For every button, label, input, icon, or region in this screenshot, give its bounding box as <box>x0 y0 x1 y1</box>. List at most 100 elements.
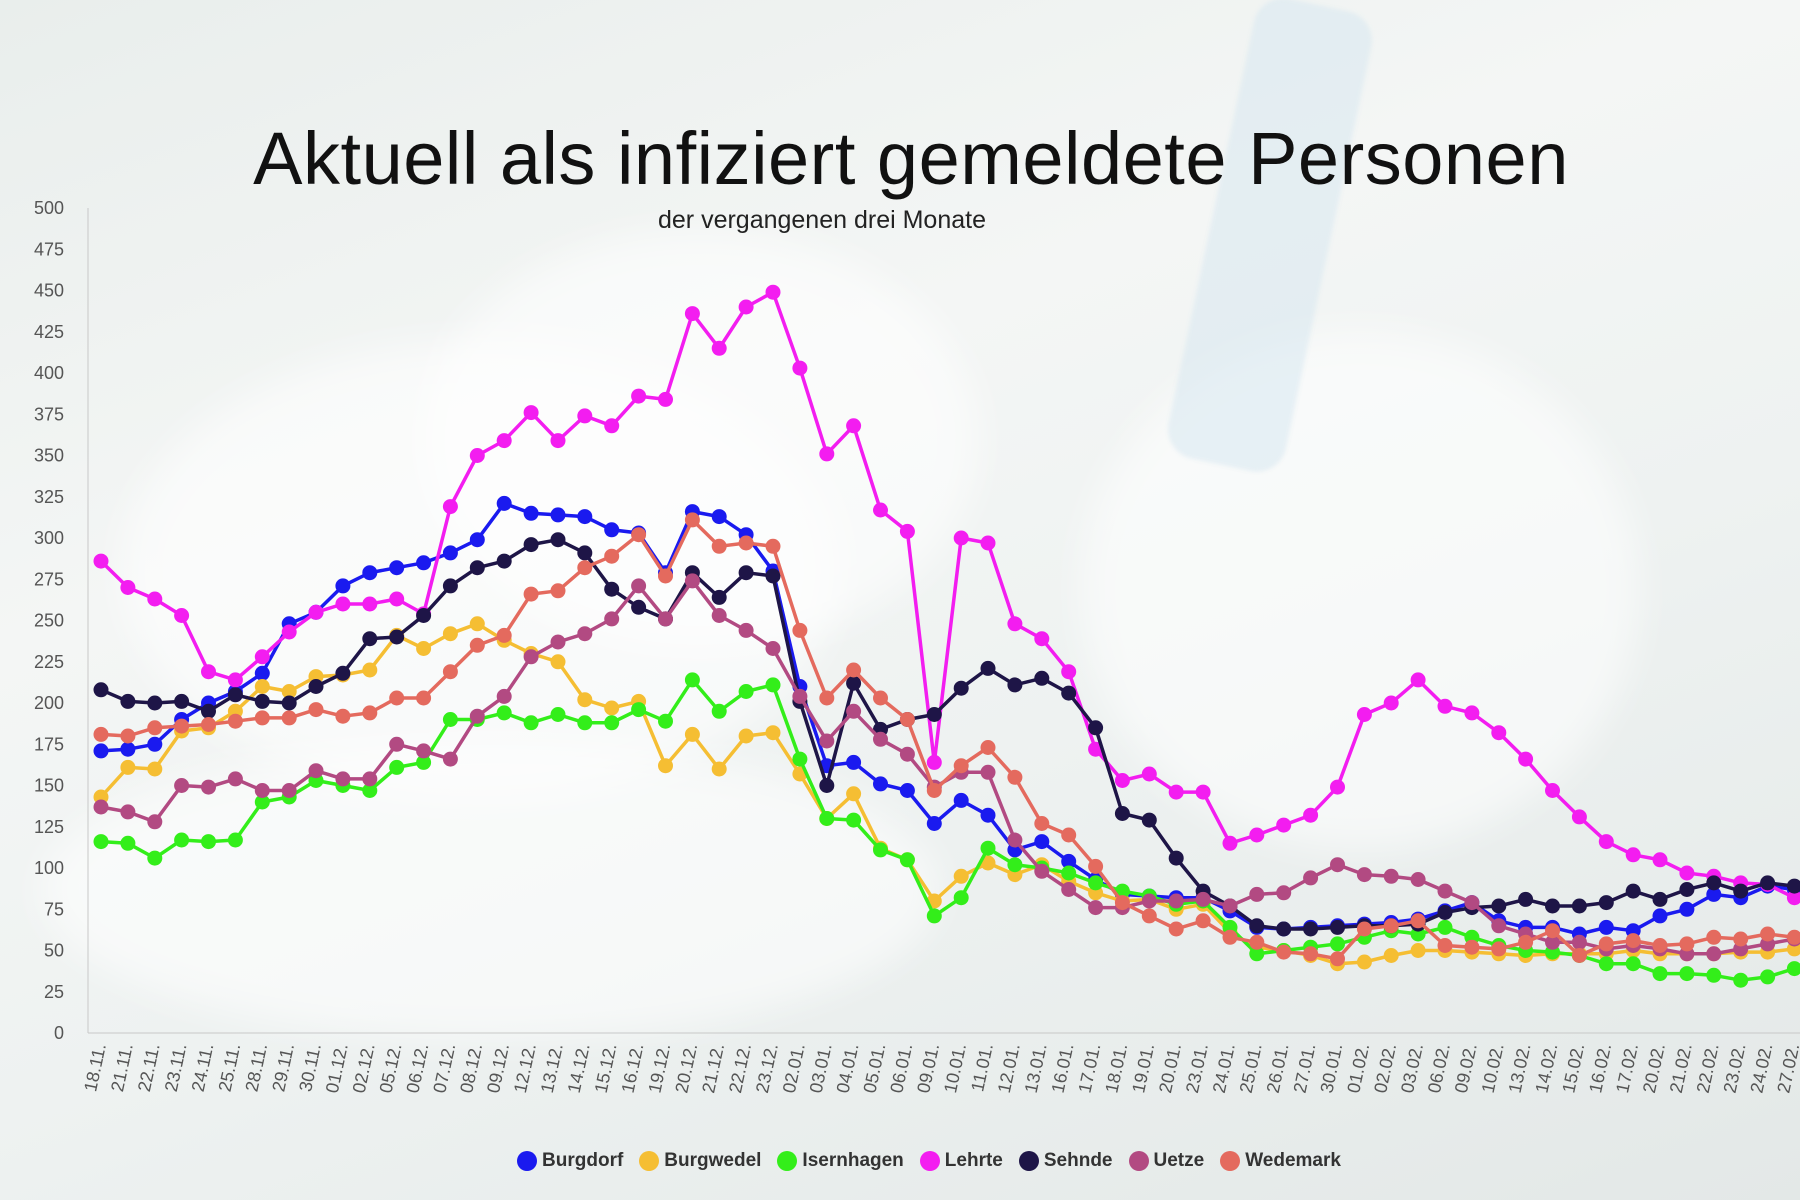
data-point <box>1276 817 1292 833</box>
data-point <box>147 695 163 711</box>
legend-label: Burgdorf <box>542 1150 624 1171</box>
x-tick-label: 24.02. <box>1747 1042 1777 1095</box>
data-point <box>442 664 458 680</box>
data-point <box>1061 685 1077 701</box>
legend-swatch <box>1018 1151 1039 1171</box>
series-lehrte <box>93 284 1800 906</box>
data-point <box>738 299 754 315</box>
data-point <box>523 715 539 731</box>
data-point <box>819 446 835 462</box>
data-point <box>523 405 539 421</box>
data-point <box>1518 891 1534 907</box>
x-tick-label: 19.12. <box>644 1042 674 1095</box>
data-point <box>1168 784 1184 800</box>
legend-item-uetze[interactable]: Uetze <box>1128 1150 1204 1172</box>
data-point <box>1706 875 1722 891</box>
legend-item-sehnde[interactable]: Sehnde <box>1018 1150 1113 1172</box>
data-point <box>1518 934 1534 950</box>
data-point <box>631 702 647 718</box>
data-point <box>469 708 485 724</box>
data-point <box>738 684 754 699</box>
legend-item-burgdorf[interactable]: Burgdorf <box>517 1150 623 1172</box>
data-point <box>953 890 969 906</box>
data-point <box>577 560 593 576</box>
data-point <box>1141 766 1157 782</box>
x-tick-label: 13.02. <box>1505 1042 1535 1095</box>
data-point <box>416 754 432 770</box>
data-point <box>604 715 620 731</box>
data-point <box>335 665 351 681</box>
x-tick-label: 14.02. <box>1531 1042 1561 1095</box>
data-point <box>442 578 458 594</box>
data-point <box>846 418 862 434</box>
data-point <box>1061 853 1077 869</box>
data-point <box>631 578 647 594</box>
data-point <box>899 746 915 762</box>
y-tick-label: 150 <box>34 776 64 796</box>
data-point <box>362 705 378 721</box>
data-point <box>120 835 136 851</box>
data-point <box>1652 891 1668 907</box>
data-point <box>281 783 297 798</box>
legend-item-isernhagen[interactable]: Isernhagen <box>777 1150 904 1172</box>
data-point <box>1491 725 1507 741</box>
data-point <box>1303 921 1319 937</box>
x-tick-label: 21.11. <box>107 1042 137 1094</box>
data-point <box>604 700 620 716</box>
data-point <box>792 751 808 767</box>
data-point <box>1598 895 1614 911</box>
data-point <box>335 708 351 724</box>
x-tick-label: 22.12. <box>725 1042 755 1095</box>
data-point <box>1034 670 1050 686</box>
data-point <box>1330 919 1345 935</box>
y-tick-label: 400 <box>34 363 64 383</box>
data-point <box>174 693 190 709</box>
y-tick-label: 275 <box>34 569 64 589</box>
data-point <box>308 604 324 620</box>
data-point <box>1518 751 1534 767</box>
data-point <box>416 608 432 623</box>
data-point <box>1706 886 1722 902</box>
data-point <box>1061 827 1077 843</box>
data-point <box>254 794 270 810</box>
data-point <box>1383 948 1399 963</box>
data-point <box>819 733 835 749</box>
data-point <box>174 778 190 793</box>
data-point <box>577 692 593 708</box>
data-point <box>1786 961 1800 977</box>
x-tick-label: 16.01. <box>1048 1042 1078 1095</box>
x-tick-label: 27.02. <box>1773 1042 1800 1095</box>
data-point <box>174 832 190 848</box>
data-point <box>926 816 942 831</box>
data-point <box>308 702 324 718</box>
data-point <box>1195 784 1211 800</box>
data-point <box>550 654 566 670</box>
data-point <box>658 713 673 729</box>
data-point <box>1545 934 1560 950</box>
legend-label: Wedemark <box>1245 1150 1341 1171</box>
data-point <box>1222 898 1238 914</box>
data-point <box>953 868 969 884</box>
data-point <box>658 391 673 407</box>
legend-label: Sehnde <box>1043 1150 1113 1171</box>
data-point <box>550 433 566 449</box>
data-point <box>1571 934 1587 950</box>
data-point <box>1141 908 1157 924</box>
data-point <box>1679 966 1695 982</box>
data-point <box>926 754 942 770</box>
data-point <box>1679 901 1695 917</box>
data-point <box>550 532 566 548</box>
data-point <box>227 832 243 848</box>
legend-item-wedemark[interactable]: Wedemark <box>1220 1150 1341 1172</box>
data-point <box>1249 827 1265 843</box>
x-tick-label: 07.12. <box>429 1042 459 1095</box>
y-tick-label: 175 <box>34 734 64 754</box>
data-point <box>604 522 620 538</box>
legend-item-lehrte[interactable]: Lehrte <box>919 1150 1003 1172</box>
data-point <box>1437 883 1453 899</box>
data-point <box>442 751 458 767</box>
data-point <box>980 764 996 780</box>
legend-item-burgwedel[interactable]: Burgwedel <box>639 1150 761 1172</box>
legend-label: Lehrte <box>944 1150 1003 1171</box>
data-point <box>873 690 888 706</box>
